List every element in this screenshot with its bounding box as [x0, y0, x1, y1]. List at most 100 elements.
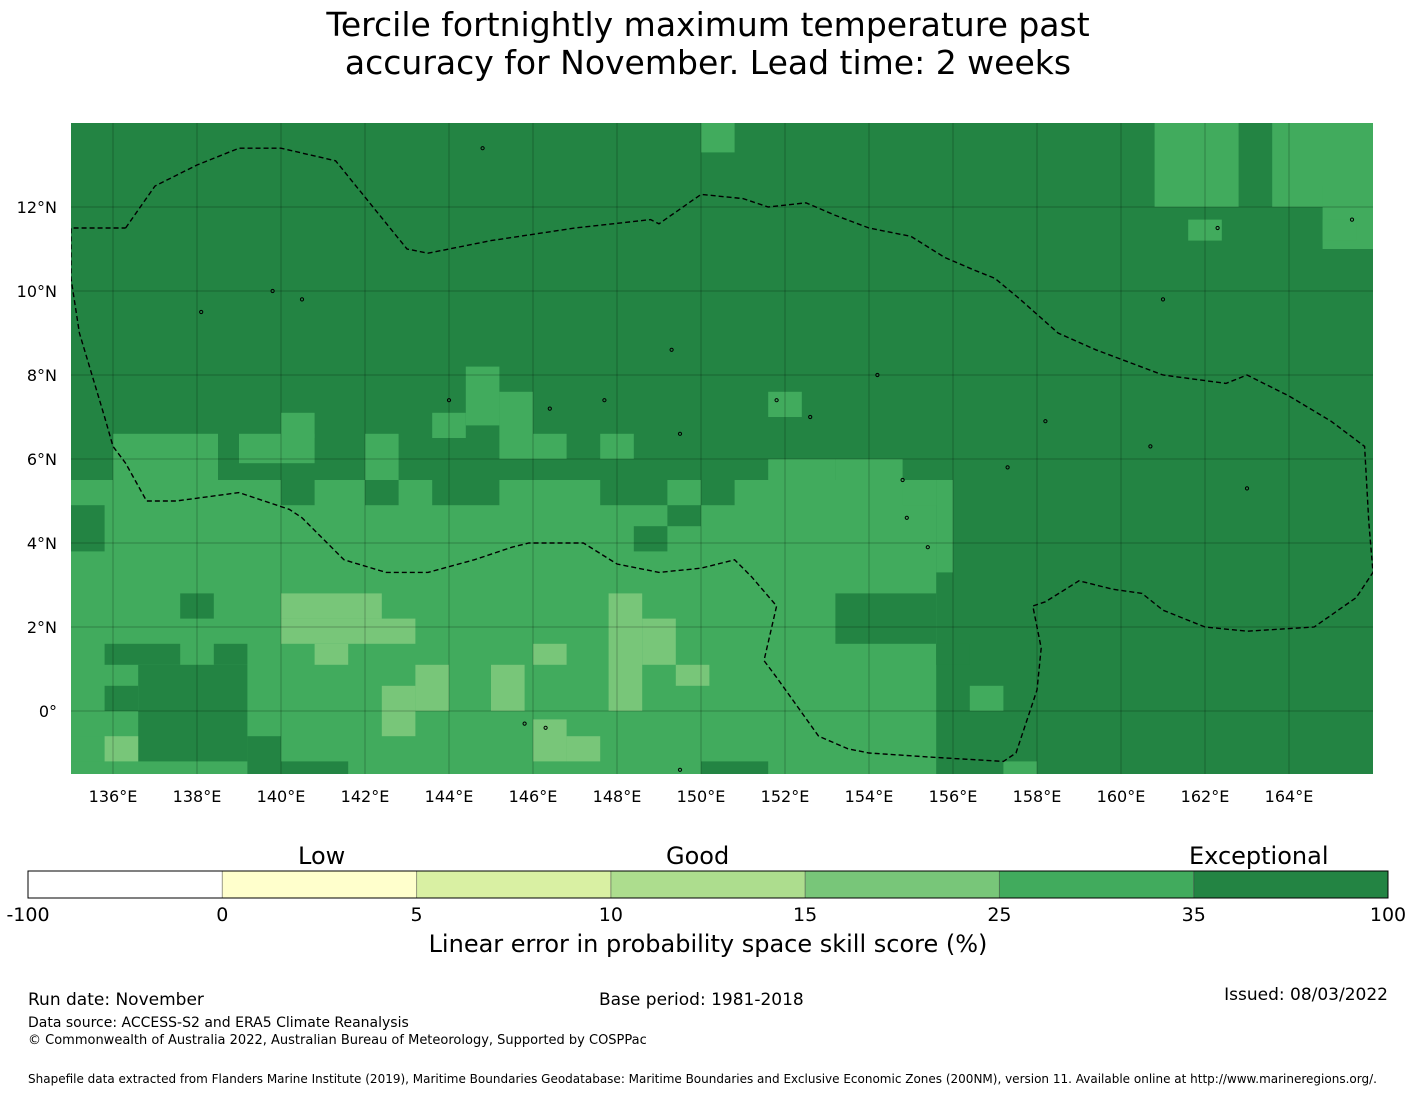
x-tick-label: 138°E [173, 787, 222, 806]
colorbar-segment [610, 871, 806, 898]
island [808, 414, 813, 420]
island [1215, 225, 1220, 231]
colorbar-category-low: Low [298, 842, 346, 870]
skill-cell [1003, 761, 1037, 774]
skill-cell [491, 664, 525, 711]
y-tick-label: 0° [39, 702, 57, 721]
skill-cell [104, 643, 181, 665]
x-tick-label: 164°E [1265, 787, 1314, 806]
x-tick-label: 136°E [89, 787, 138, 806]
colorbar-segment [416, 871, 611, 898]
x-tick-label: 150°E [677, 787, 726, 806]
island [522, 721, 527, 726]
colorbar-tick-label: 5 [411, 904, 423, 926]
island [519, 75, 522, 78]
island [48, 394, 51, 397]
skill-cell [1322, 219, 1357, 241]
title-line-1: Tercile fortnightly maximum temperature … [326, 5, 1090, 44]
island [1160, 297, 1166, 302]
skill-cell [365, 433, 399, 480]
copyright: © Commonwealth of Australia 2022, Austra… [28, 1033, 647, 1048]
island [1148, 444, 1153, 449]
island [904, 515, 909, 520]
island [299, 297, 305, 302]
skill-cell [281, 412, 315, 438]
base-period: Base period: 1981-2018 [599, 990, 804, 1010]
colorbar-frame [27, 870, 1389, 899]
island [1244, 486, 1250, 491]
x-tick-label: 148°E [593, 787, 642, 806]
skill-cell [499, 391, 533, 459]
y-tick-label: 10°N [17, 282, 57, 301]
colorbar-segment [28, 871, 223, 898]
skill-cell [247, 736, 281, 774]
x-tick-label: 162°E [1181, 787, 1230, 806]
colorbar-tick-label: 25 [987, 904, 1011, 926]
x-tick-label: 144°E [425, 787, 474, 806]
chart-title: Tercile fortnightly maximum temperature … [0, 6, 1416, 82]
skill-cell [600, 433, 634, 459]
colorbar-category-exceptional: Exceptional [1189, 842, 1329, 870]
skill-cell [642, 618, 676, 665]
island [547, 406, 552, 411]
colorbar-tick-label: -100 [6, 904, 49, 926]
skill-cell [138, 664, 248, 762]
colorbar-title: Linear error in probability space skill … [428, 930, 988, 958]
skill-cell [1154, 123, 1239, 207]
skill-cell [667, 505, 701, 527]
y-tick-label: 12°N [17, 198, 57, 217]
skill-cell [71, 736, 105, 762]
island [1005, 465, 1010, 470]
skill-cell [608, 593, 643, 711]
skill-cell [432, 480, 500, 506]
skill-cell [1188, 219, 1222, 241]
island [602, 398, 607, 403]
colorbar-tick-label: 35 [1182, 904, 1206, 926]
skill-cell [936, 643, 970, 665]
x-tick-label: 156°E [929, 787, 978, 806]
colorbar-category-good: Good [666, 842, 730, 870]
skill-cell [213, 643, 248, 665]
island [875, 372, 880, 378]
skill-cell [239, 433, 315, 464]
run-date: Run date: November [28, 990, 204, 1010]
skill-cell [936, 480, 953, 573]
skill-cell [566, 736, 601, 762]
colorbar-segment [999, 871, 1194, 898]
island [925, 545, 930, 550]
skill-cell [71, 505, 105, 552]
skill-cell [281, 480, 315, 506]
issued-date: Issued: 08/03/2022 [1224, 985, 1388, 1005]
colorbar-tick-label: 15 [793, 904, 817, 926]
x-tick-label: 158°E [1013, 787, 1062, 806]
skill-cell [835, 593, 937, 644]
island [270, 288, 275, 294]
colorbar-tick-label: 100 [1370, 904, 1406, 926]
skill-cell [465, 366, 500, 426]
colorbar-segment [1193, 871, 1388, 898]
island [677, 431, 683, 436]
skill-cell [415, 664, 449, 711]
skill-cell [902, 480, 937, 506]
x-tick-label: 146°E [509, 787, 558, 806]
island [1043, 419, 1048, 424]
data-source: Data source: ACCESS-S2 and ERA5 Climate … [28, 1015, 409, 1031]
skill-cell [633, 526, 668, 552]
y-tick-label: 8°N [27, 366, 57, 385]
shapefile-credit: Shapefile data extracted from Flanders M… [28, 1072, 1377, 1086]
x-tick-label: 142°E [341, 787, 390, 806]
island [669, 347, 674, 352]
x-tick-label: 152°E [761, 787, 810, 806]
plot-area [48, 75, 1373, 774]
skill-cell [381, 685, 416, 737]
island [774, 398, 779, 403]
island [677, 767, 683, 772]
x-tick-label: 154°E [845, 787, 894, 806]
skill-cell [675, 664, 710, 686]
skill-map: 136°E 138°E 140°E 142°E 144°E 146°E 148°E 150°E… [6, 75, 1406, 926]
skill-cell [113, 433, 218, 480]
skill-cell [533, 643, 567, 665]
colorbar-segment [805, 871, 1000, 898]
island [543, 725, 548, 730]
skill-cell [533, 719, 567, 762]
